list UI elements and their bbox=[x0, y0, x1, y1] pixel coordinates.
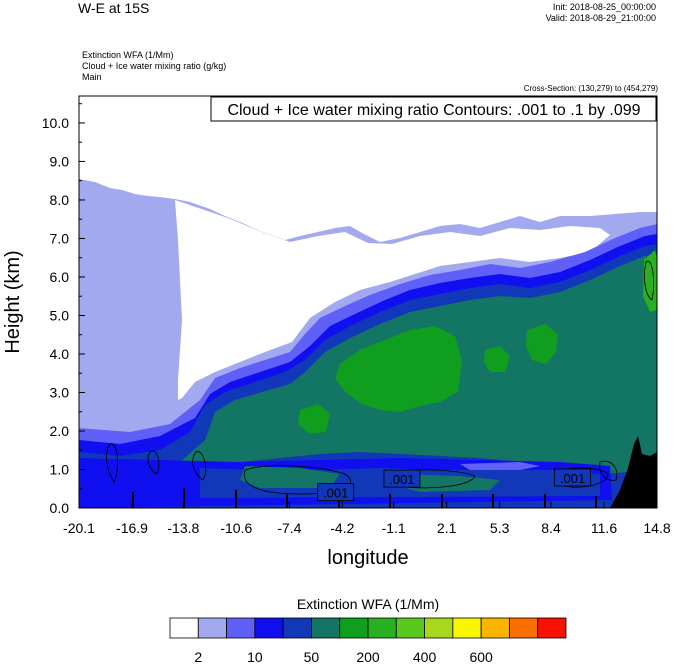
y-tick-label: 6.0 bbox=[50, 269, 70, 285]
valid-time: Valid: 2018-08-29_21:00:00 bbox=[545, 13, 656, 23]
plot-title: W-E at 15S bbox=[78, 0, 150, 16]
colorbar-title: Extinction WFA (1/Mm) bbox=[297, 596, 439, 612]
subtitle-line-2: Cloud + Ice water mixing ratio (g/kg) bbox=[82, 61, 227, 71]
colorbar-swatch bbox=[169, 617, 199, 639]
contour-label-box bbox=[554, 468, 591, 487]
field-band-green-5 bbox=[643, 250, 657, 312]
x-axis-label: longitude bbox=[327, 547, 408, 569]
x-tick-label: -4.2 bbox=[330, 520, 354, 536]
cross-section-label: Cross-Section: (130,279) to (454,279) bbox=[523, 84, 658, 93]
x-tick-label: -10.6 bbox=[220, 520, 252, 536]
subtitle-line-3: Main bbox=[82, 72, 102, 82]
colorbar-label: 50 bbox=[304, 649, 320, 665]
colorbar-swatch bbox=[509, 617, 539, 639]
colorbar-label: 10 bbox=[247, 649, 263, 665]
colorbar-swatch bbox=[537, 617, 567, 639]
y-tick-label: 9.0 bbox=[50, 153, 70, 169]
y-tick-label: 0.0 bbox=[50, 500, 70, 516]
colorbar bbox=[169, 617, 567, 639]
chart-title: Cloud + Ice water mixing ratio Contours:… bbox=[227, 102, 640, 119]
colorbar-swatch bbox=[226, 617, 256, 639]
x-tick-label: 11.6 bbox=[591, 520, 617, 536]
colorbar-swatch bbox=[254, 617, 284, 639]
x-tick-label: -20.1 bbox=[63, 520, 95, 536]
colorbar-swatch bbox=[311, 617, 341, 639]
terrain bbox=[610, 436, 657, 508]
colorbar-swatch bbox=[282, 617, 312, 639]
x-tick-label: -16.9 bbox=[116, 520, 148, 536]
contour-labels: .001 .001 .001 bbox=[317, 468, 591, 501]
contour-title-box bbox=[210, 96, 657, 122]
field-clear-wedge bbox=[175, 200, 610, 400]
contour-label: .001 bbox=[560, 471, 585, 486]
y-tick-label: 2.0 bbox=[50, 423, 70, 439]
x-tick-label: 14.8 bbox=[643, 520, 670, 536]
y-tick-label: 4.0 bbox=[50, 346, 70, 362]
y-axis-label: Height (km) bbox=[2, 250, 24, 353]
y-axis: 0.0 1.0 2.0 3.0 4.0 5.0 6.0 7.0 8.0 9.0 10.0 bbox=[42, 103, 85, 516]
colorbar-label: 600 bbox=[469, 649, 493, 665]
colorbar-label: 400 bbox=[413, 649, 437, 665]
x-tick-label: -13.8 bbox=[167, 520, 199, 536]
colorbar-label: 200 bbox=[356, 649, 380, 665]
colorbar-swatch bbox=[480, 617, 510, 639]
x-tick-label: 5.3 bbox=[490, 520, 510, 536]
x-tick-label: 2.1 bbox=[437, 520, 457, 536]
colorbar-swatch bbox=[339, 617, 369, 639]
plot-frame bbox=[78, 95, 658, 509]
contour-label-box bbox=[317, 483, 355, 501]
y-tick-label: 1.0 bbox=[50, 461, 70, 477]
field-band-green-1 bbox=[335, 326, 462, 412]
y-tick-label: 7.0 bbox=[50, 230, 70, 246]
field-band-green-2 bbox=[526, 324, 558, 364]
heatmap-field bbox=[79, 96, 657, 508]
field-low-medium bbox=[460, 462, 540, 470]
colorbar-label: 2 bbox=[194, 649, 202, 665]
colorbar-swatch bbox=[367, 617, 397, 639]
field-band-green-4 bbox=[298, 404, 330, 434]
field-band-green-3 bbox=[484, 346, 510, 372]
contour-label-box bbox=[383, 469, 421, 488]
x-tick-label: -7.4 bbox=[277, 520, 301, 536]
field-low-teal-2 bbox=[240, 466, 340, 488]
y-tick-label: 8.0 bbox=[50, 192, 70, 208]
init-time: Init: 2018-08-25_00:00:00 bbox=[552, 2, 656, 12]
y-tick-label: 3.0 bbox=[50, 384, 70, 400]
x-tick-label: 8.4 bbox=[541, 520, 561, 536]
x-axis: -20.1 -16.9 -13.8 -10.6 -7.4 -4.2 -1.1 2.1 5.3 8.… bbox=[63, 502, 671, 536]
x-tick-label: -1.1 bbox=[382, 520, 406, 536]
contour-label: .001 bbox=[323, 486, 348, 501]
colorbar-swatch bbox=[452, 617, 482, 639]
colorbar-swatch bbox=[197, 617, 227, 639]
colorbar-labels: 2 10 50 200 400 600 bbox=[194, 649, 493, 665]
subtitle-line-1: Extinction WFA (1/Mm) bbox=[82, 50, 174, 60]
terrain-ticks bbox=[132, 488, 597, 508]
colorbar-swatch bbox=[395, 617, 425, 639]
y-tick-label: 5.0 bbox=[50, 307, 70, 323]
field-low-teal-3 bbox=[398, 474, 500, 492]
colorbar-swatch bbox=[424, 617, 454, 639]
y-tick-label: 10.0 bbox=[42, 115, 69, 131]
contour-label: .001 bbox=[389, 472, 414, 487]
